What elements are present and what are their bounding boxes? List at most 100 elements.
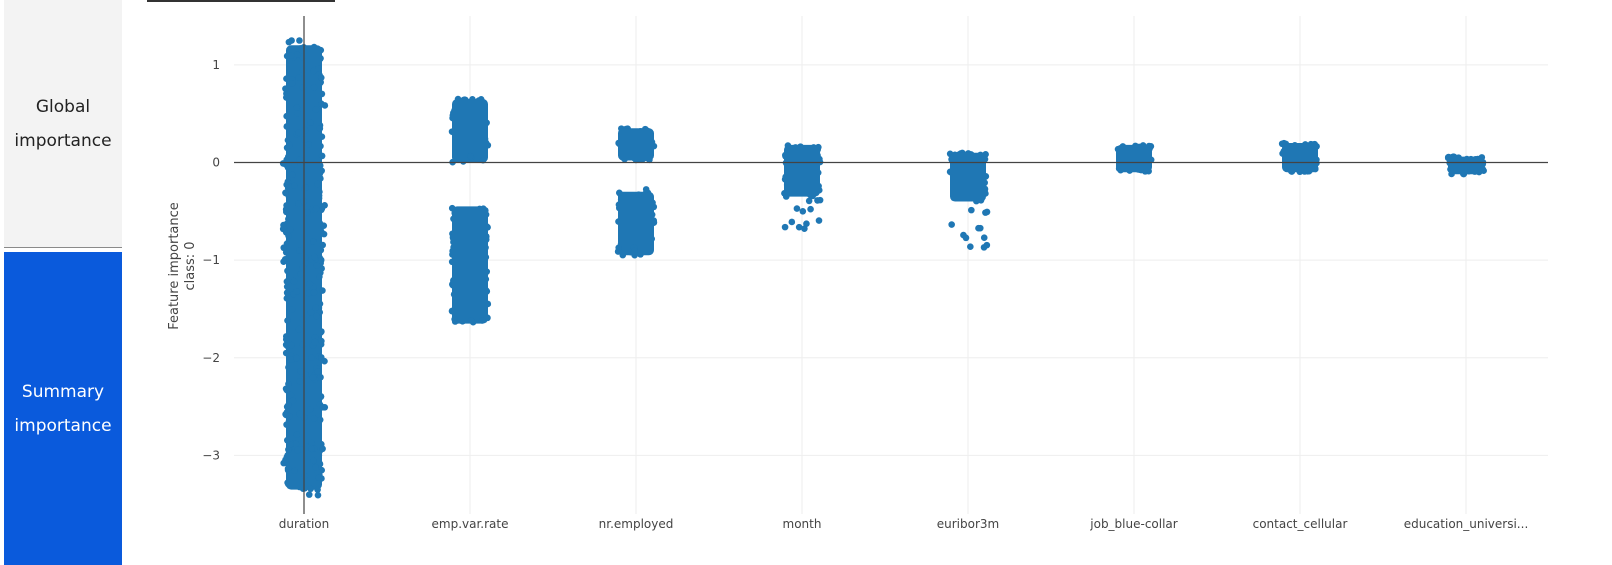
- data-point: [293, 104, 301, 111]
- data-point: [307, 309, 315, 316]
- data-point: [631, 247, 638, 255]
- data-point: [305, 289, 313, 297]
- data-point: [294, 109, 301, 117]
- data-point: [793, 205, 801, 212]
- x-tick-label: job_blue-collar: [1089, 517, 1178, 531]
- data-point: [319, 445, 326, 453]
- data-point: [301, 472, 309, 480]
- data-point: [314, 368, 322, 375]
- x-tick-label: month: [783, 517, 822, 531]
- data-point: [312, 106, 320, 113]
- tab-summary-importance-label: Summary importance: [14, 381, 112, 436]
- data-point: [635, 191, 643, 198]
- data-point: [310, 289, 318, 296]
- data-point: [313, 312, 320, 320]
- data-point: [980, 234, 988, 242]
- data-point: [311, 338, 319, 346]
- data-point: [297, 367, 304, 375]
- data-point: [295, 200, 302, 207]
- data-point: [975, 224, 982, 232]
- data-point: [289, 306, 296, 313]
- data-point: [321, 357, 328, 365]
- data-point: [313, 262, 321, 269]
- data-point: [310, 67, 317, 75]
- data-point: [291, 182, 298, 189]
- data-point: [305, 491, 313, 498]
- data-point: [317, 74, 325, 81]
- tab-global-importance[interactable]: Global importance: [4, 0, 122, 248]
- data-point: [319, 287, 326, 294]
- data-point: [301, 254, 309, 261]
- data-point: [295, 325, 303, 333]
- data-point: [467, 152, 474, 160]
- data-point: [615, 244, 622, 251]
- data-point: [290, 277, 298, 285]
- data-point: [983, 241, 991, 249]
- data-point: [280, 459, 287, 467]
- data-point: [801, 225, 808, 232]
- data-point: [299, 66, 307, 74]
- y-tick-label: 1: [212, 58, 220, 72]
- grid-layer: [234, 16, 1548, 514]
- data-point: [642, 186, 650, 193]
- y-axis-subtitle: class: 0: [183, 241, 198, 290]
- data-point: [296, 156, 304, 164]
- density-band: [1448, 156, 1484, 175]
- data-point: [293, 431, 301, 439]
- top-underline: [147, 0, 335, 2]
- data-point: [314, 180, 321, 188]
- data-point: [310, 84, 318, 91]
- data-point: [285, 232, 292, 240]
- y-tick-label: −3: [202, 448, 220, 462]
- data-point: [307, 119, 314, 126]
- data-point: [968, 206, 975, 214]
- data-point: [282, 336, 290, 343]
- data-point: [310, 238, 317, 245]
- data-point: [280, 244, 288, 252]
- data-point: [286, 441, 294, 448]
- data-point: [321, 202, 328, 209]
- data-point: [284, 465, 292, 472]
- tab-global-importance-label: Global importance: [14, 96, 112, 151]
- points-layer: [279, 37, 1487, 499]
- data-point: [795, 223, 803, 231]
- data-point: [282, 189, 289, 197]
- data-point: [967, 243, 974, 251]
- data-point: [308, 354, 315, 361]
- data-point: [295, 74, 302, 81]
- data-point: [318, 337, 325, 345]
- data-point: [280, 258, 287, 265]
- data-point: [284, 178, 292, 186]
- data-point: [305, 140, 312, 148]
- tab-summary-importance[interactable]: Summary importance: [4, 252, 122, 565]
- x-tick-label: euribor3m: [937, 517, 999, 531]
- data-point: [316, 273, 323, 281]
- data-point: [615, 189, 623, 197]
- density-band: [1116, 144, 1152, 173]
- data-point: [285, 380, 292, 388]
- density-band: [452, 99, 488, 163]
- data-point: [287, 391, 295, 399]
- data-point: [296, 37, 303, 44]
- data-point: [293, 288, 300, 295]
- data-point: [286, 412, 293, 420]
- data-point: [297, 270, 304, 278]
- data-point: [291, 467, 298, 475]
- data-point: [308, 439, 315, 447]
- data-point: [320, 230, 328, 238]
- data-point: [279, 160, 287, 167]
- data-point: [293, 354, 300, 362]
- axis-layer: 1 0 −1 −2 −3 duration emp.var.rate nr.employed m…: [167, 16, 1548, 531]
- data-point: [304, 208, 311, 216]
- data-point: [451, 315, 458, 323]
- summary-importance-chart[interactable]: 1 0 −1 −2 −3 duration emp.var.rate nr.employed m…: [124, 0, 1612, 565]
- data-point: [311, 253, 319, 261]
- data-point: [306, 280, 314, 288]
- data-point: [285, 446, 292, 453]
- data-point: [286, 226, 294, 234]
- data-point: [983, 208, 991, 216]
- data-point: [284, 317, 291, 324]
- data-point: [312, 205, 320, 213]
- x-tick-label: duration: [279, 517, 330, 531]
- data-point: [285, 401, 292, 409]
